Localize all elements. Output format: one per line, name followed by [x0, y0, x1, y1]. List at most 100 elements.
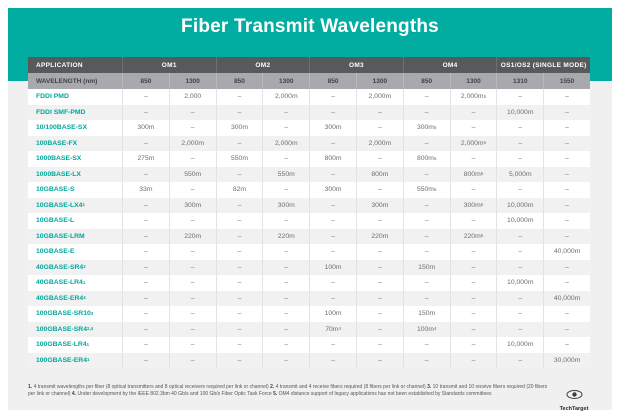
- value-cell: 2,000m: [168, 135, 216, 151]
- app-label: 100BASE-FX: [36, 139, 78, 147]
- value-cell: 220m: [355, 228, 403, 244]
- value-cell: –: [309, 337, 356, 353]
- value-cell: –: [543, 120, 590, 136]
- value-cell: 10,000m: [496, 197, 543, 213]
- value-cell: –: [543, 275, 590, 291]
- value-cell: –: [122, 104, 169, 120]
- value-cell: 220m: [168, 228, 216, 244]
- wavelength-row-label: WAVELENGTH (nm): [36, 77, 98, 85]
- value-cell: –: [168, 151, 216, 167]
- table-row: 1000BASE-LX –550m –550m –800m –800m 5 5,000m –: [28, 166, 590, 182]
- value-cell: 300m 5: [449, 197, 497, 213]
- value-cell: 100m: [309, 259, 356, 275]
- value-cell: –: [168, 259, 216, 275]
- value-cell: –: [122, 213, 169, 229]
- value-cell: –: [262, 337, 309, 353]
- group-header-cell: OM1: [122, 57, 216, 73]
- value-cell: –: [449, 275, 497, 291]
- value-cell: –: [309, 89, 356, 105]
- value-cell: 82m: [215, 182, 263, 198]
- value-cell: 10,000m: [496, 275, 543, 291]
- value-cell: –: [168, 244, 216, 260]
- value-cell: 40,000m: [543, 290, 590, 306]
- value-cell: –: [543, 306, 590, 322]
- value-cell: –: [496, 290, 543, 306]
- value-cell: –: [309, 104, 356, 120]
- value-cell: –: [496, 259, 543, 275]
- value-cell: 550m: [215, 151, 263, 167]
- value-cell: –: [262, 321, 309, 337]
- table-row: 10GBASE-LX4 1–300m –300m –300m –300m 5 10,000m…: [28, 197, 590, 213]
- value-cell: –: [402, 135, 450, 151]
- value-cell: 150m: [402, 306, 450, 322]
- app-label: 10/100BASE-SX: [36, 124, 88, 132]
- value-cell: –: [496, 120, 543, 136]
- value-cell: –: [168, 321, 216, 337]
- value-cell: –: [122, 228, 169, 244]
- value-cell: –: [215, 290, 263, 306]
- value-cell: –: [355, 306, 403, 322]
- value-cell: –: [122, 89, 169, 105]
- table-row: 100GBASE-SR10 3– – – –100m –150m – – –: [28, 306, 590, 322]
- value-cell: –: [215, 306, 263, 322]
- value-cell: –: [355, 259, 403, 275]
- value-cell: –: [543, 182, 590, 198]
- footnotes: 1. 4 transmit wavelengths per fiber (8 o…: [28, 384, 548, 397]
- value-cell: –: [543, 151, 590, 167]
- value-cell: –: [543, 135, 590, 151]
- value-cell: 30,000m: [543, 352, 590, 368]
- value-cell: –: [122, 135, 169, 151]
- value-cell: –: [309, 352, 356, 368]
- value-cell: –: [262, 275, 309, 291]
- value-cell: 300m: [168, 197, 216, 213]
- wavelength-cell: 850: [122, 73, 169, 89]
- table-row: 100GBASE-LR4 1– – – – – – – –10,000m –: [28, 337, 590, 353]
- value-cell: –: [543, 104, 590, 120]
- value-cell: –: [543, 321, 590, 337]
- value-cell: –: [122, 337, 169, 353]
- value-cell: –: [449, 182, 497, 198]
- value-cell: 2,000m: [355, 135, 403, 151]
- table-row: 10GBASE-LRM –220m –220m –220m –220m 5– –: [28, 228, 590, 244]
- wavelength-cell: 850: [309, 73, 356, 89]
- value-cell: –: [309, 213, 356, 229]
- value-cell: 33m: [122, 182, 169, 198]
- value-cell: –: [496, 135, 543, 151]
- table-row: 10/100BASE-SX 300m –300m –300m –300m 5– – –: [28, 120, 590, 136]
- value-cell: –: [355, 352, 403, 368]
- value-cell: 800m: [355, 166, 403, 182]
- value-cell: –: [168, 352, 216, 368]
- value-cell: –: [168, 337, 216, 353]
- value-cell: 2,000m: [262, 135, 309, 151]
- table-row: 10GBASE-E – – – – – – – – –40,000m: [28, 244, 590, 260]
- value-cell: –: [355, 244, 403, 260]
- value-cell: –: [402, 104, 450, 120]
- value-cell: –: [309, 228, 356, 244]
- value-cell: –: [309, 135, 356, 151]
- value-cell: 40,000m: [543, 244, 590, 260]
- techtarget-eye-icon: [566, 390, 582, 399]
- value-cell: 150m: [402, 259, 450, 275]
- value-cell: –: [449, 104, 497, 120]
- wavelength-cell: 1300: [168, 73, 216, 89]
- wavelength-cell: 1300: [262, 73, 309, 89]
- value-cell: –: [168, 104, 216, 120]
- value-cell: –: [122, 290, 169, 306]
- page-title: Fiber Transmit Wavelengths: [181, 16, 439, 37]
- value-cell: –: [168, 306, 216, 322]
- value-cell: –: [262, 120, 309, 136]
- value-cell: –: [449, 151, 497, 167]
- value-cell: 300m: [309, 120, 356, 136]
- value-cell: –: [355, 104, 403, 120]
- value-cell: –: [309, 290, 356, 306]
- value-cell: –: [402, 244, 450, 260]
- value-cell: –: [122, 352, 169, 368]
- app-label: 100GBASE-SR10 3: [36, 310, 94, 318]
- value-cell: –: [215, 321, 263, 337]
- value-cell: –: [496, 306, 543, 322]
- value-cell: –: [215, 213, 263, 229]
- table-row: 100BASE-FX –2,000m –2,000m –2,000m –2,000m 5–…: [28, 135, 590, 151]
- footnote-number: 5.: [273, 390, 279, 397]
- value-cell: –: [262, 151, 309, 167]
- value-cell: –: [122, 197, 169, 213]
